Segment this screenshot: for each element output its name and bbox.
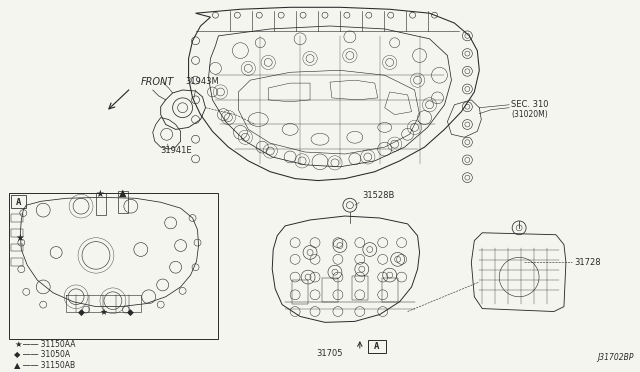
Text: ★: ★ — [14, 340, 22, 349]
Text: ―― 31050A: ―― 31050A — [23, 350, 70, 359]
Text: ◆: ◆ — [14, 350, 21, 359]
Text: 31528B: 31528B — [362, 191, 394, 200]
Bar — [12, 229, 23, 237]
Text: 31941E: 31941E — [161, 146, 192, 155]
Bar — [118, 192, 128, 213]
Text: ★: ★ — [95, 189, 104, 199]
Bar — [12, 214, 23, 222]
Bar — [368, 340, 386, 353]
Text: FRONT: FRONT — [141, 77, 174, 87]
Text: SEC. 310: SEC. 310 — [511, 100, 548, 109]
Text: ―― 31150AA: ―― 31150AA — [23, 340, 76, 349]
Text: ▲: ▲ — [119, 187, 127, 198]
Text: ★: ★ — [15, 233, 24, 243]
Text: ―― 31150AB: ―― 31150AB — [23, 361, 76, 370]
Text: A: A — [16, 198, 22, 207]
Text: (31020M): (31020M) — [511, 110, 548, 119]
Bar — [12, 195, 26, 208]
Text: 31943M: 31943M — [186, 77, 220, 86]
Text: 31728: 31728 — [574, 258, 600, 267]
Text: ▲: ▲ — [14, 361, 21, 370]
Text: ◆: ◆ — [127, 308, 134, 317]
Bar — [12, 244, 23, 251]
Bar — [352, 276, 368, 300]
Text: A: A — [374, 343, 380, 352]
Text: J31702BP: J31702BP — [597, 353, 634, 362]
Bar — [96, 193, 106, 215]
Text: ★: ★ — [100, 308, 108, 317]
Bar — [292, 280, 308, 304]
Text: 31705: 31705 — [317, 349, 343, 358]
Bar — [10, 193, 218, 339]
Bar — [322, 278, 338, 302]
Bar — [381, 278, 397, 302]
Text: ◆: ◆ — [77, 308, 84, 317]
Bar — [12, 259, 23, 266]
